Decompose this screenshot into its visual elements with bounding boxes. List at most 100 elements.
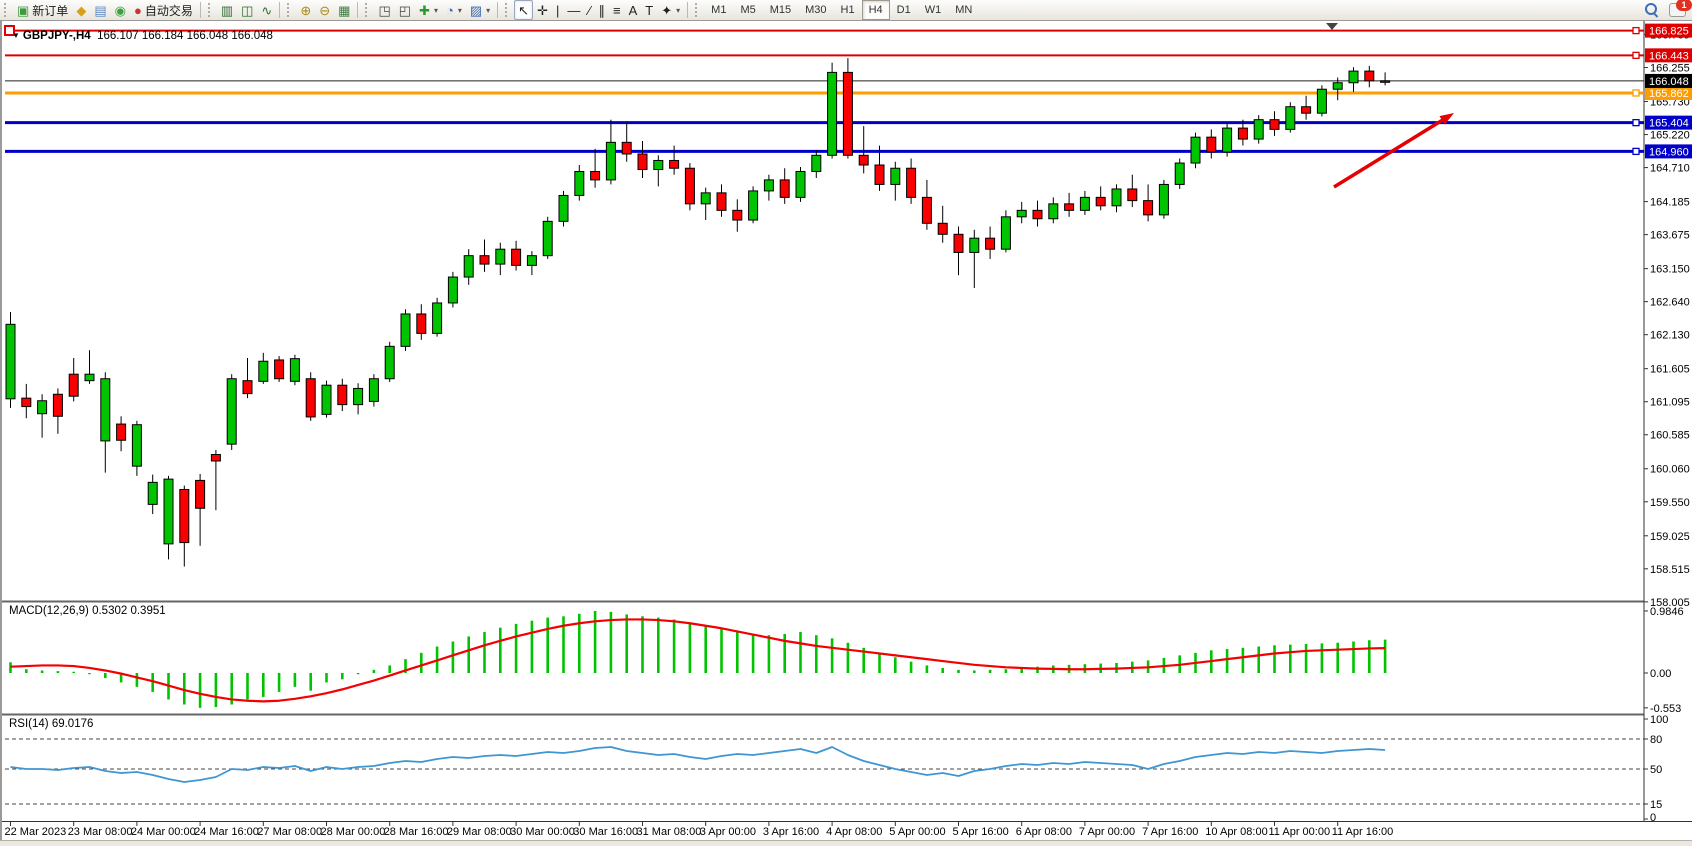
candle (5, 323, 16, 400)
periods-button[interactable]: ◔ ▾ (442, 0, 466, 20)
candle (937, 222, 948, 235)
chart-title: ▼ GBPJPY-,H4 166.107 166.184 166.048 166.… (12, 30, 273, 42)
price-tick-label: 160.060 (1650, 464, 1690, 476)
candle (195, 479, 206, 509)
timeframe-m15-button[interactable]: M15 (769, 4, 792, 16)
zoom-out-icon: ⊖ (319, 2, 331, 18)
chart-dropdown-icon[interactable]: ▼ (12, 31, 20, 40)
rsi-tick-label: 80 (1650, 734, 1662, 746)
toolbar-grip[interactable] (365, 3, 371, 17)
hline-handle[interactable] (1632, 51, 1640, 60)
signals-button[interactable]: ◉ (111, 0, 130, 20)
hline-handle[interactable] (1632, 89, 1640, 97)
zoom-in-button[interactable]: ⊕ (296, 0, 315, 20)
new-indicator-window-button[interactable]: ◳ (374, 0, 394, 20)
equidistant-channel-button[interactable]: ∥ (595, 0, 610, 20)
time-tick-label: 24 Mar 16:00 (194, 826, 259, 838)
price-tick-label: 161.605 (1650, 364, 1690, 376)
chevron-down-icon[interactable]: ▾ (457, 5, 462, 15)
hline-left-handle[interactable] (4, 25, 15, 36)
market-watch-button[interactable]: ◆ (72, 0, 90, 20)
candle (463, 255, 474, 278)
crosshair-button[interactable]: ✛ (533, 0, 552, 20)
vertical-line-button[interactable]: | (552, 0, 563, 20)
fibonacci-icon: ≡ (613, 2, 621, 18)
hline-handle[interactable] (1632, 147, 1640, 156)
chevron-down-icon[interactable]: ▾ (486, 5, 491, 15)
crosshair-icon: ✛ (537, 2, 548, 18)
candlestick-chart-button[interactable]: ◫ (237, 0, 257, 20)
candle (874, 164, 885, 185)
profile-button[interactable]: ▤ (90, 0, 110, 20)
trendline-button[interactable]: ∕ (584, 0, 594, 20)
timeframe-mn-button[interactable]: MN (955, 4, 973, 16)
line-chart-button[interactable]: ∿ (257, 0, 276, 20)
time-tick-label: 5 Apr 16:00 (953, 826, 1009, 838)
indicator-window-button[interactable]: ◰ (395, 0, 415, 20)
timeframe-w1-button[interactable]: W1 (924, 4, 942, 16)
hline-handle[interactable] (1632, 118, 1640, 127)
price-tick-label: 165.220 (1650, 130, 1690, 142)
candle (842, 71, 853, 156)
chart-window[interactable]: 166.765166.255165.730165.220164.710164.1… (0, 20, 1692, 840)
candle (68, 373, 79, 397)
toolbar-grip[interactable] (207, 3, 214, 17)
candle (1032, 209, 1043, 220)
timeframe-m5-button[interactable]: M5 (740, 4, 756, 16)
horizontal-line-button[interactable]: — (563, 0, 584, 20)
chevron-down-icon[interactable]: ▾ (676, 5, 681, 15)
toolbar-grip[interactable] (287, 3, 293, 17)
chart-shift-marker[interactable] (1326, 23, 1338, 30)
hline-handle[interactable] (1632, 26, 1640, 35)
autotrading-button[interactable]: ● 自动交易 (130, 0, 197, 20)
candle (921, 196, 932, 224)
rsi-indicator-label: RSI(14) 69.0176 (9, 718, 94, 730)
price-tick-label: 158.005 (1650, 597, 1690, 609)
price-tick-label: 162.130 (1650, 330, 1690, 342)
time-tick-label: 6 Apr 08:00 (1016, 826, 1072, 838)
toolbar-separator (687, 2, 689, 18)
chevron-down-icon[interactable]: ▾ (433, 5, 438, 15)
periods-icon: ◔ (445, 2, 454, 18)
bar-chart-button[interactable]: ▥ (217, 0, 237, 20)
text-label-button[interactable]: T (641, 0, 657, 20)
trend-arrow-head (1439, 113, 1454, 125)
tile-windows-button[interactable]: ▦ (334, 0, 354, 20)
time-tick-label: 23 Mar 08:00 (68, 826, 133, 838)
time-tick-label: 28 Mar 00:00 (321, 826, 386, 838)
add-indicator-button[interactable]: ✚ ▾ (415, 0, 442, 20)
new-indicator-window-icon: ◳ (378, 2, 391, 18)
templates-button[interactable]: ▨ ▾ (466, 0, 494, 20)
cursor-button[interactable]: ↖ (514, 0, 534, 20)
line-chart-icon: ∿ (261, 2, 273, 18)
candle (1316, 88, 1327, 114)
trend-arrow-annotation[interactable] (1333, 116, 1447, 189)
candle (305, 378, 316, 418)
candle (353, 387, 364, 406)
arrows-button[interactable]: ✦ ▾ (657, 0, 684, 20)
timeframe-m1-button[interactable]: M1 (711, 4, 727, 16)
timeframe-h1-button[interactable]: H1 (840, 4, 855, 16)
search-icon[interactable] (1645, 3, 1659, 18)
timeframe-m30-button[interactable]: M30 (805, 4, 827, 16)
toolbar-grip[interactable] (505, 3, 511, 17)
candle (432, 302, 443, 334)
candle (1111, 188, 1122, 207)
timeframe-h4-button[interactable]: H4 (861, 0, 890, 20)
zoom-out-button[interactable]: ⊖ (315, 0, 334, 20)
text-button[interactable]: A (625, 0, 642, 20)
candle (811, 154, 822, 172)
notifications-icon[interactable]: 1 (1669, 0, 1692, 17)
timeframe-d1-button[interactable]: D1 (896, 4, 911, 16)
fibonacci-button[interactable]: ≡ (609, 0, 625, 20)
chart-canvas[interactable]: 166.765166.255165.730165.220164.710164.1… (2, 21, 1692, 846)
candle (1000, 216, 1011, 250)
candle (416, 313, 427, 334)
candle (274, 359, 285, 380)
cursor-icon: ↖ (518, 2, 530, 18)
toolbar-grip[interactable] (4, 3, 10, 17)
new-order-button[interactable]: ▣ 新订单 (13, 0, 72, 20)
toolbar-grip[interactable] (695, 3, 701, 17)
candle (1301, 106, 1312, 114)
profile-icon: ▤ (94, 2, 107, 18)
